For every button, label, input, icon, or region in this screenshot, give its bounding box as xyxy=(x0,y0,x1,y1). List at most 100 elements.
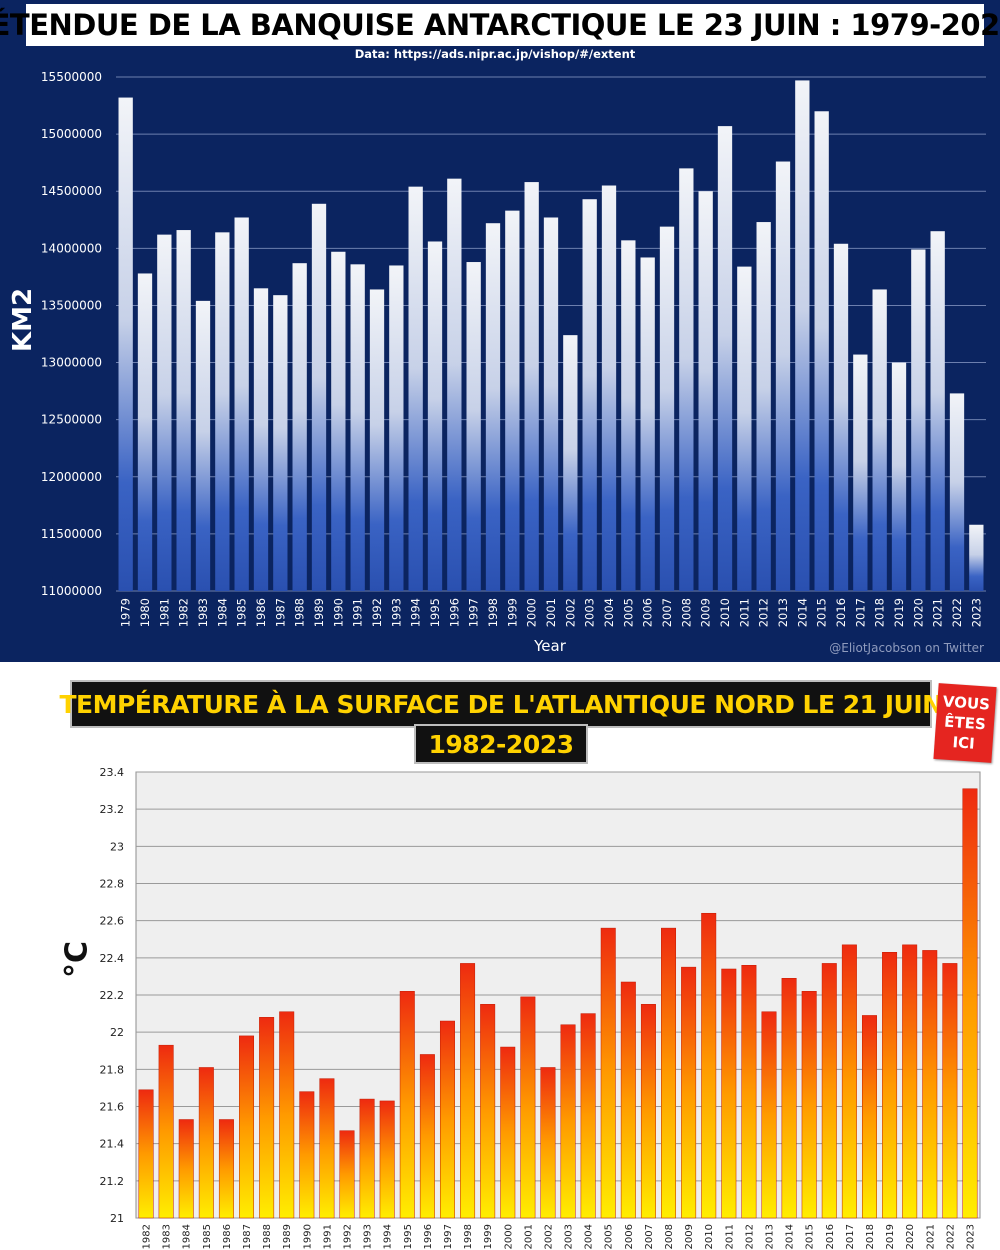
bottom-bar xyxy=(218,1119,234,1219)
bottom-y-tick-label: 21.6 xyxy=(100,1101,125,1114)
bottom-bar xyxy=(359,1098,375,1219)
bottom-bar xyxy=(882,952,898,1219)
top-bar xyxy=(292,263,307,591)
top-bar xyxy=(273,295,288,591)
bottom-x-tick-label: 2005 xyxy=(604,1224,615,1249)
top-x-tick-label: 2008 xyxy=(679,598,693,627)
top-bar xyxy=(311,203,327,591)
top-bar xyxy=(215,232,230,591)
top-x-tick-label: 1999 xyxy=(505,598,519,627)
top-bar xyxy=(350,264,365,591)
top-chart-source: Data: https://ads.nipr.ac.jp/vishop/#/ex… xyxy=(354,47,636,61)
top-x-tick-label: 2007 xyxy=(660,598,674,627)
top-y-tick-label: 15000000 xyxy=(41,127,102,141)
top-x-tick-label: 1987 xyxy=(273,598,287,627)
bottom-x-tick-label: 1991 xyxy=(322,1224,333,1249)
bottom-x-tick-label: 1987 xyxy=(242,1224,253,1249)
top-x-tick-label: 1980 xyxy=(138,598,152,627)
top-bar xyxy=(389,265,404,591)
top-y-axis-label: KM2 xyxy=(8,287,38,352)
bottom-x-tick-label: 1996 xyxy=(423,1224,434,1249)
top-x-tick-label: 1981 xyxy=(157,598,171,627)
top-x-tick-label: 1984 xyxy=(215,598,229,627)
top-x-tick-label: 1993 xyxy=(389,598,403,627)
top-x-tick-label: 1997 xyxy=(467,598,481,627)
bottom-x-tick-label: 2000 xyxy=(503,1224,514,1249)
bottom-x-tick-label: 2007 xyxy=(644,1224,655,1249)
bottom-bar xyxy=(600,927,616,1219)
bottom-x-tick-label: 2019 xyxy=(885,1224,896,1249)
bottom-title-box: TEMPÉRATURE À LA SURFACE DE L'ATLANTIQUE… xyxy=(59,680,943,728)
bottom-bar xyxy=(721,968,737,1219)
bottom-y-tick-label: 22.4 xyxy=(100,952,125,965)
top-x-tick-label: 1985 xyxy=(235,598,249,627)
bottom-bar xyxy=(158,1044,174,1219)
bottom-bar xyxy=(560,1024,576,1219)
top-x-tick-label: 2014 xyxy=(795,598,809,627)
bottom-y-tick-label: 21.8 xyxy=(100,1063,125,1076)
top-bar xyxy=(601,185,617,591)
top-bar xyxy=(466,262,481,591)
bottom-x-tick-label: 2017 xyxy=(845,1224,856,1249)
top-y-tick-label: 13000000 xyxy=(41,356,102,370)
bottom-bar xyxy=(902,944,918,1219)
top-bar xyxy=(717,126,733,592)
top-x-tick-label: 1994 xyxy=(409,598,423,627)
bottom-bar xyxy=(339,1130,355,1219)
bottom-y-tick-label: 23 xyxy=(110,840,124,853)
bottom-y-tick-label: 21.4 xyxy=(100,1138,125,1151)
bottom-bar xyxy=(259,1017,275,1219)
top-bar xyxy=(505,210,520,591)
top-x-tick-label: 1995 xyxy=(428,598,442,627)
bottom-bar xyxy=(942,963,958,1219)
top-chart-credit: @EliotJacobson on Twitter xyxy=(829,641,984,655)
bottom-bar xyxy=(460,963,476,1219)
top-x-tick-label: 2017 xyxy=(853,598,867,627)
bottom-x-tick-label: 1990 xyxy=(302,1224,313,1249)
top-x-tick-label: 2000 xyxy=(525,598,539,627)
top-x-tick-label: 1992 xyxy=(370,598,384,627)
bottom-x-tick-label: 2001 xyxy=(523,1224,534,1249)
bottom-chart-title: TEMPÉRATURE À LA SURFACE DE L'ATLANTIQUE… xyxy=(59,689,943,719)
top-bar xyxy=(543,217,559,591)
bottom-y-tick-label: 21 xyxy=(110,1212,124,1225)
bottom-x-tick-label: 2002 xyxy=(543,1224,554,1249)
top-bar xyxy=(234,217,249,591)
top-y-tick-label: 12500000 xyxy=(41,413,102,427)
bottom-bar xyxy=(681,966,697,1219)
top-x-axis-label: Year xyxy=(534,637,566,655)
bottom-y-tick-label: 22 xyxy=(110,1026,124,1039)
top-bar xyxy=(795,80,810,591)
top-x-tick-label: 2019 xyxy=(892,598,906,627)
top-y-tick-label: 13500000 xyxy=(41,298,102,312)
bottom-x-tick-label: 2010 xyxy=(704,1224,715,1249)
top-bar xyxy=(911,249,926,591)
top-bar xyxy=(698,191,713,591)
top-bar xyxy=(872,289,887,591)
top-bar xyxy=(621,240,636,592)
top-x-tick-label: 1986 xyxy=(254,598,268,627)
top-x-tick-label: 2013 xyxy=(776,598,790,627)
north-atlantic-sst-chart: 21 21.2 21.4 21.6 21.8 22 22.2 22.4 22.6 22.8 23 23… xyxy=(100,766,981,1249)
top-bar xyxy=(679,168,694,591)
bottom-y-tick-label: 22.2 xyxy=(100,989,125,1002)
bottom-bar xyxy=(439,1020,455,1219)
bottom-y-tick-label: 22.8 xyxy=(100,878,125,891)
top-x-tick-label: 2021 xyxy=(931,598,945,627)
bottom-x-tick-label: 1985 xyxy=(202,1224,213,1249)
bottom-bar xyxy=(379,1100,395,1219)
top-bar xyxy=(969,524,984,591)
bottom-bar xyxy=(520,996,536,1219)
top-x-tick-label: 1983 xyxy=(196,598,210,627)
top-x-tick-label: 2005 xyxy=(621,598,635,627)
top-title-box: ÉTENDUE DE LA BANQUISE ANTARCTIQUE LE 23… xyxy=(0,4,1000,46)
bottom-bar xyxy=(399,991,415,1219)
bottom-x-tick-label: 2009 xyxy=(684,1224,695,1249)
bottom-y-tick-label: 23.2 xyxy=(100,803,125,816)
bottom-bar xyxy=(580,1013,596,1219)
bottom-bar xyxy=(419,1054,435,1219)
bottom-x-tick-label: 1983 xyxy=(162,1224,173,1249)
top-x-tick-label: 1988 xyxy=(293,598,307,627)
bottom-x-tick-label: 2022 xyxy=(945,1224,956,1249)
bottom-x-tick-label: 1999 xyxy=(483,1224,494,1249)
